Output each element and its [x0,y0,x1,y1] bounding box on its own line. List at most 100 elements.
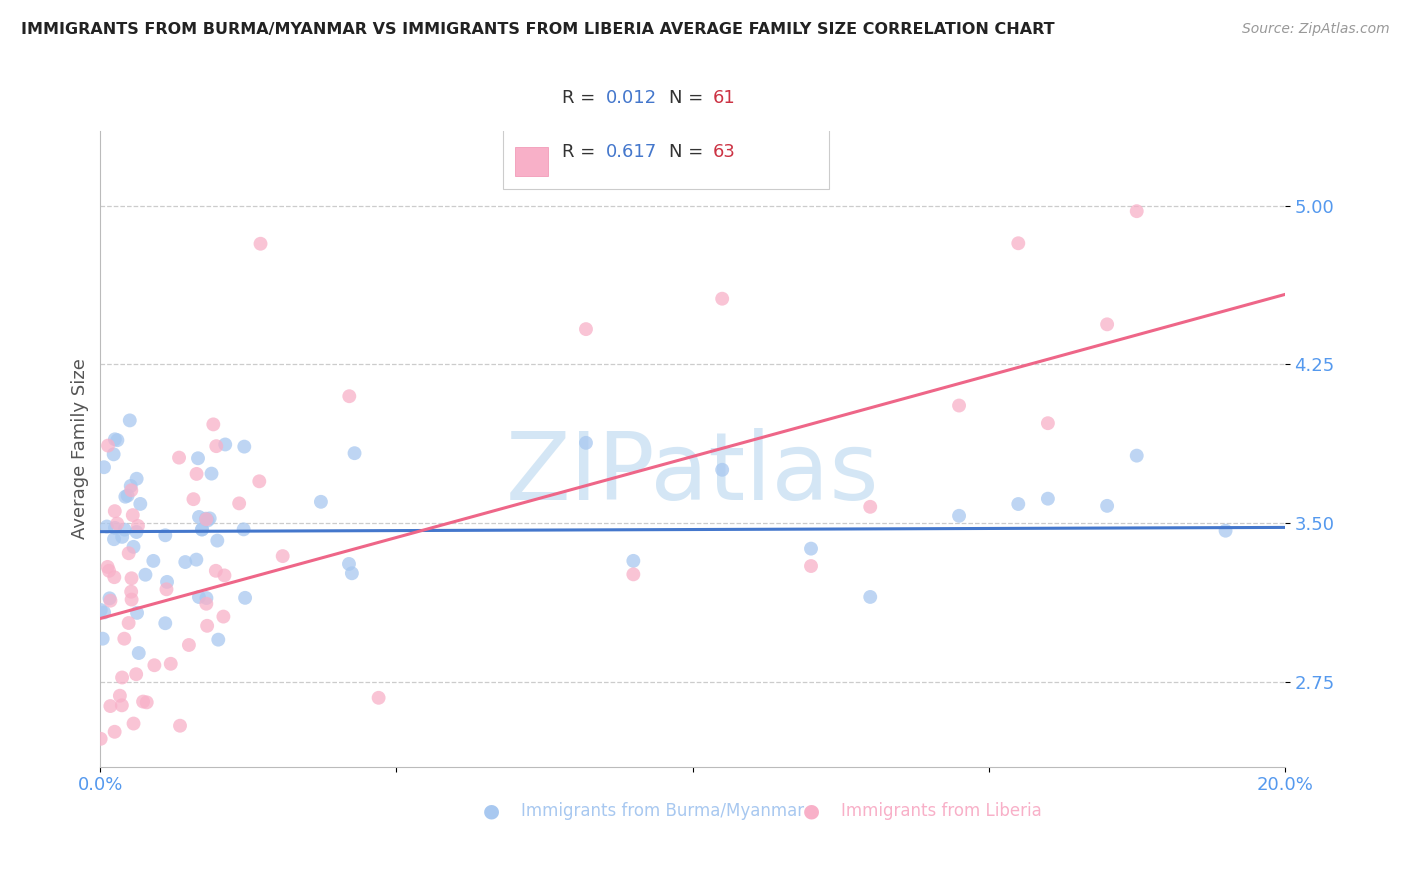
Point [120,479,142,493]
Point [117,489,139,503]
Point [194,511,217,525]
Point [191,523,214,537]
Point [118,413,141,427]
Point [121,571,143,585]
Text: ●: ● [803,802,820,821]
Point [159,657,181,671]
Text: ●: ● [482,802,499,821]
Point [212,609,235,624]
Point [202,417,225,432]
Point [197,513,219,527]
Y-axis label: Average Family Size: Average Family Size [72,359,89,540]
Point [100,593,122,607]
Point [711,463,734,477]
Text: IMMIGRANTS FROM BURMA/MYANMAR VS IMMIGRANTS FROM LIBERIA AVERAGE FAMILY SIZE COR: IMMIGRANTS FROM BURMA/MYANMAR VS IMMIGRA… [21,22,1054,37]
Point [340,566,363,581]
Point [120,483,142,498]
Text: 63: 63 [713,143,735,161]
Point [621,567,644,582]
Point [228,496,250,510]
Point [198,511,221,525]
Point [948,399,970,413]
Point [214,568,236,582]
Point [125,783,148,797]
Point [188,510,211,524]
Text: ZIPatlas: ZIPatlas [506,428,879,520]
Text: R =: R = [562,89,602,107]
Point [105,516,128,531]
Point [134,567,156,582]
Point [128,646,150,660]
FancyBboxPatch shape [503,68,828,188]
Point [195,597,218,611]
Point [104,521,127,535]
Point [247,475,270,489]
Point [121,508,143,522]
Point [207,533,229,548]
Point [800,559,823,574]
Point [1095,318,1118,332]
Point [112,632,135,646]
Point [104,724,127,739]
Point [111,530,134,544]
Point [155,582,177,597]
Point [195,512,218,526]
Point [169,719,191,733]
Point [121,592,143,607]
Point [96,519,118,533]
Point [97,560,120,574]
Point [1156,108,1178,122]
FancyBboxPatch shape [515,87,548,116]
Text: Immigrants from Burma/Myanmar: Immigrants from Burma/Myanmar [520,802,804,820]
Point [90,603,112,617]
Point [135,695,157,709]
Point [129,497,152,511]
Point [167,450,190,465]
Text: R =: R = [562,143,602,161]
Point [108,689,131,703]
Point [114,490,136,504]
Point [105,433,128,447]
Point [233,440,256,454]
Point [111,698,134,713]
Point [207,632,229,647]
Point [118,546,141,560]
Point [187,451,209,466]
Point [90,731,112,746]
Point [101,804,124,818]
Point [1036,491,1059,506]
Point [187,590,209,604]
Text: 0.012: 0.012 [606,89,657,107]
Point [800,541,823,556]
Point [337,557,360,571]
Point [859,590,882,604]
Point [104,504,127,518]
Text: Source: ZipAtlas.com: Source: ZipAtlas.com [1241,22,1389,37]
Point [122,540,145,554]
Point [249,236,271,251]
Point [205,564,228,578]
Point [200,467,222,481]
Point [122,716,145,731]
FancyBboxPatch shape [515,147,548,176]
Point [114,523,136,537]
Point [125,667,148,681]
Text: 61: 61 [713,89,735,107]
Point [343,446,366,460]
Point [174,555,197,569]
Point [98,591,121,606]
Point [91,632,114,646]
Point [100,786,122,800]
Point [1125,204,1147,219]
Point [183,492,205,507]
Point [195,619,218,633]
Point [1036,416,1059,430]
Point [155,616,177,631]
Point [191,522,214,536]
Point [1007,236,1029,251]
Point [103,447,125,461]
Point [337,389,360,403]
Point [309,495,332,509]
Point [93,460,115,475]
Point [142,554,165,568]
